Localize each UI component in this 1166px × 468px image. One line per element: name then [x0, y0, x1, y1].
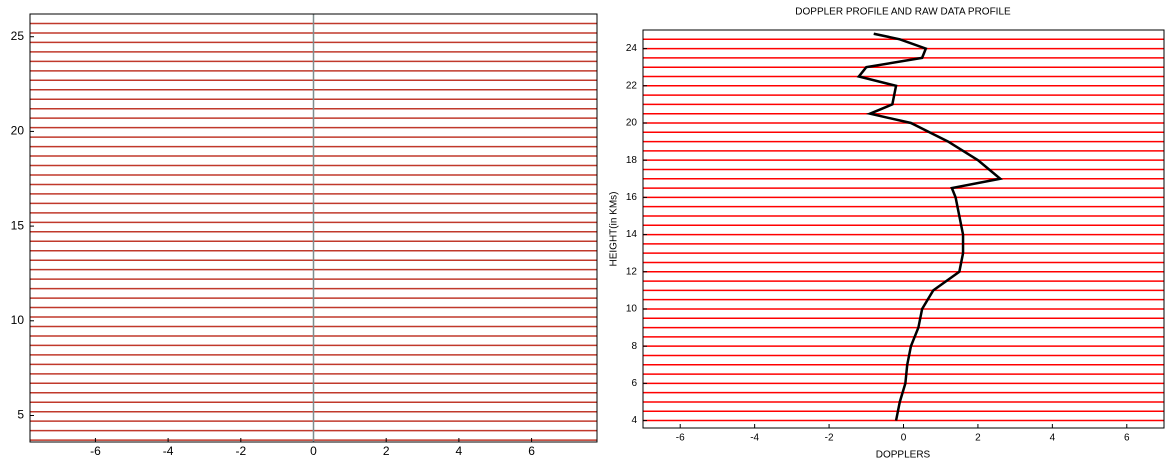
y-tick-label: 15	[11, 218, 25, 232]
x-tick-label: 2	[975, 433, 981, 444]
x-tick-label: -4	[750, 433, 759, 444]
x-tick-label: 0	[310, 444, 317, 458]
x-tick-label: 0	[901, 433, 907, 444]
y-tick-label: 14	[626, 229, 638, 240]
x-tick-label: 4	[456, 444, 463, 458]
x-tick-label: -2	[825, 433, 834, 444]
x-tick-label: 6	[528, 444, 535, 458]
y-tick-label: 20	[626, 118, 638, 129]
y-tick-label: 10	[626, 304, 638, 315]
doppler-profile	[856, 32, 1004, 421]
x-tick-label: -2	[235, 444, 246, 458]
y-tick-label: 12	[626, 266, 638, 277]
y-tick-label: 8	[631, 341, 637, 352]
y-tick-label: 5	[17, 408, 24, 422]
y-axis-label: HEIGHT(in KMs)	[609, 192, 620, 267]
chart-title: DOPPLER PROFILE AND RAW DATA PROFILE	[795, 7, 1011, 18]
y-tick-label: 20	[11, 124, 25, 138]
x-tick-label: -6	[676, 433, 685, 444]
plot-frame	[29, 13, 598, 443]
x-tick-label: -6	[90, 444, 101, 458]
y-tick-label: 4	[631, 415, 637, 426]
x-tick-label: -4	[163, 444, 174, 458]
y-tick-label: 18	[626, 155, 638, 166]
y-tick-label: 16	[626, 192, 638, 203]
y-tick-label: 6	[631, 378, 637, 389]
y-tick-label: 25	[11, 29, 25, 43]
y-tick-label: 22	[626, 80, 638, 91]
x-tick-label: 4	[1050, 433, 1056, 444]
plot-area	[643, 30, 1164, 428]
x-tick-label: 2	[383, 444, 390, 458]
y-tick-label: 10	[11, 313, 25, 327]
y-tick-label: 24	[626, 43, 638, 54]
x-axis-label: DOPPLERS	[876, 450, 931, 461]
x-tick-label: 6	[1124, 433, 1130, 444]
plot-frame	[642, 29, 1165, 429]
